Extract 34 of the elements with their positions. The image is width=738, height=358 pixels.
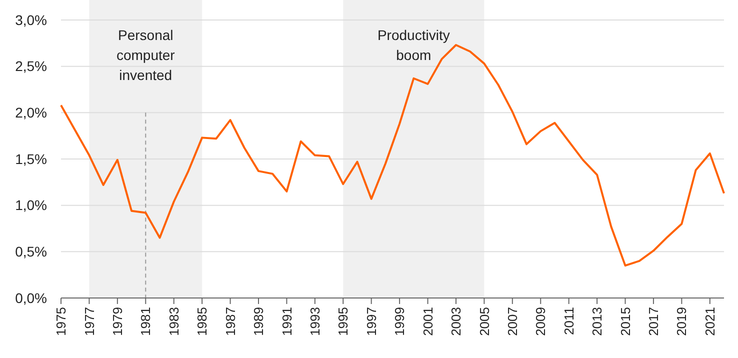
x-tick-label: 2001 [420, 307, 436, 336]
y-tick-label: 1,0% [15, 197, 47, 214]
line-series [60, 44, 725, 267]
x-tick-label: 2011 [561, 307, 576, 335]
x-tick-label: 2005 [476, 307, 492, 336]
x-tick-label: 1987 [222, 307, 238, 336]
x-tick-label: 1975 [54, 307, 69, 336]
x-tick-label: 1983 [166, 307, 182, 336]
x-tick-label: 1985 [194, 307, 210, 336]
y-tick-label: 1,5% [15, 150, 47, 167]
y-tick-label: 2,5% [15, 58, 47, 74]
y-tick-label: 0,0% [15, 290, 47, 306]
x-tick-label: 1977 [82, 307, 97, 336]
y-tick-label: 0,5% [15, 244, 47, 260]
band-label: Personal computer invented [116, 27, 176, 83]
y-tick-label: 3,0% [15, 12, 47, 28]
x-tick-label: 2007 [504, 307, 520, 336]
x-tick-label: 1991 [279, 307, 294, 336]
x-tick-label: 1979 [110, 307, 125, 336]
band-label: Productivity boom [377, 27, 450, 63]
x-tick-label: 2017 [646, 307, 662, 336]
x-tick-label: 1993 [307, 307, 322, 336]
x-tick-label: 1999 [392, 307, 408, 336]
x-tick-label: 1981 [138, 307, 154, 336]
x-tick-label: 2013 [590, 307, 605, 336]
x-tick-label: 1989 [251, 307, 266, 336]
x-tick-label: 1997 [364, 307, 379, 336]
x-tick-label: 2019 [674, 307, 690, 336]
y-tick-label: 2,0% [15, 104, 47, 121]
x-tick-label: 2009 [533, 307, 548, 336]
x-tick-label: 2021 [702, 307, 718, 336]
x-tick-label: 2003 [448, 307, 464, 336]
x-tick-label: 1995 [336, 307, 351, 336]
x-tick-label: 2015 [618, 307, 633, 336]
